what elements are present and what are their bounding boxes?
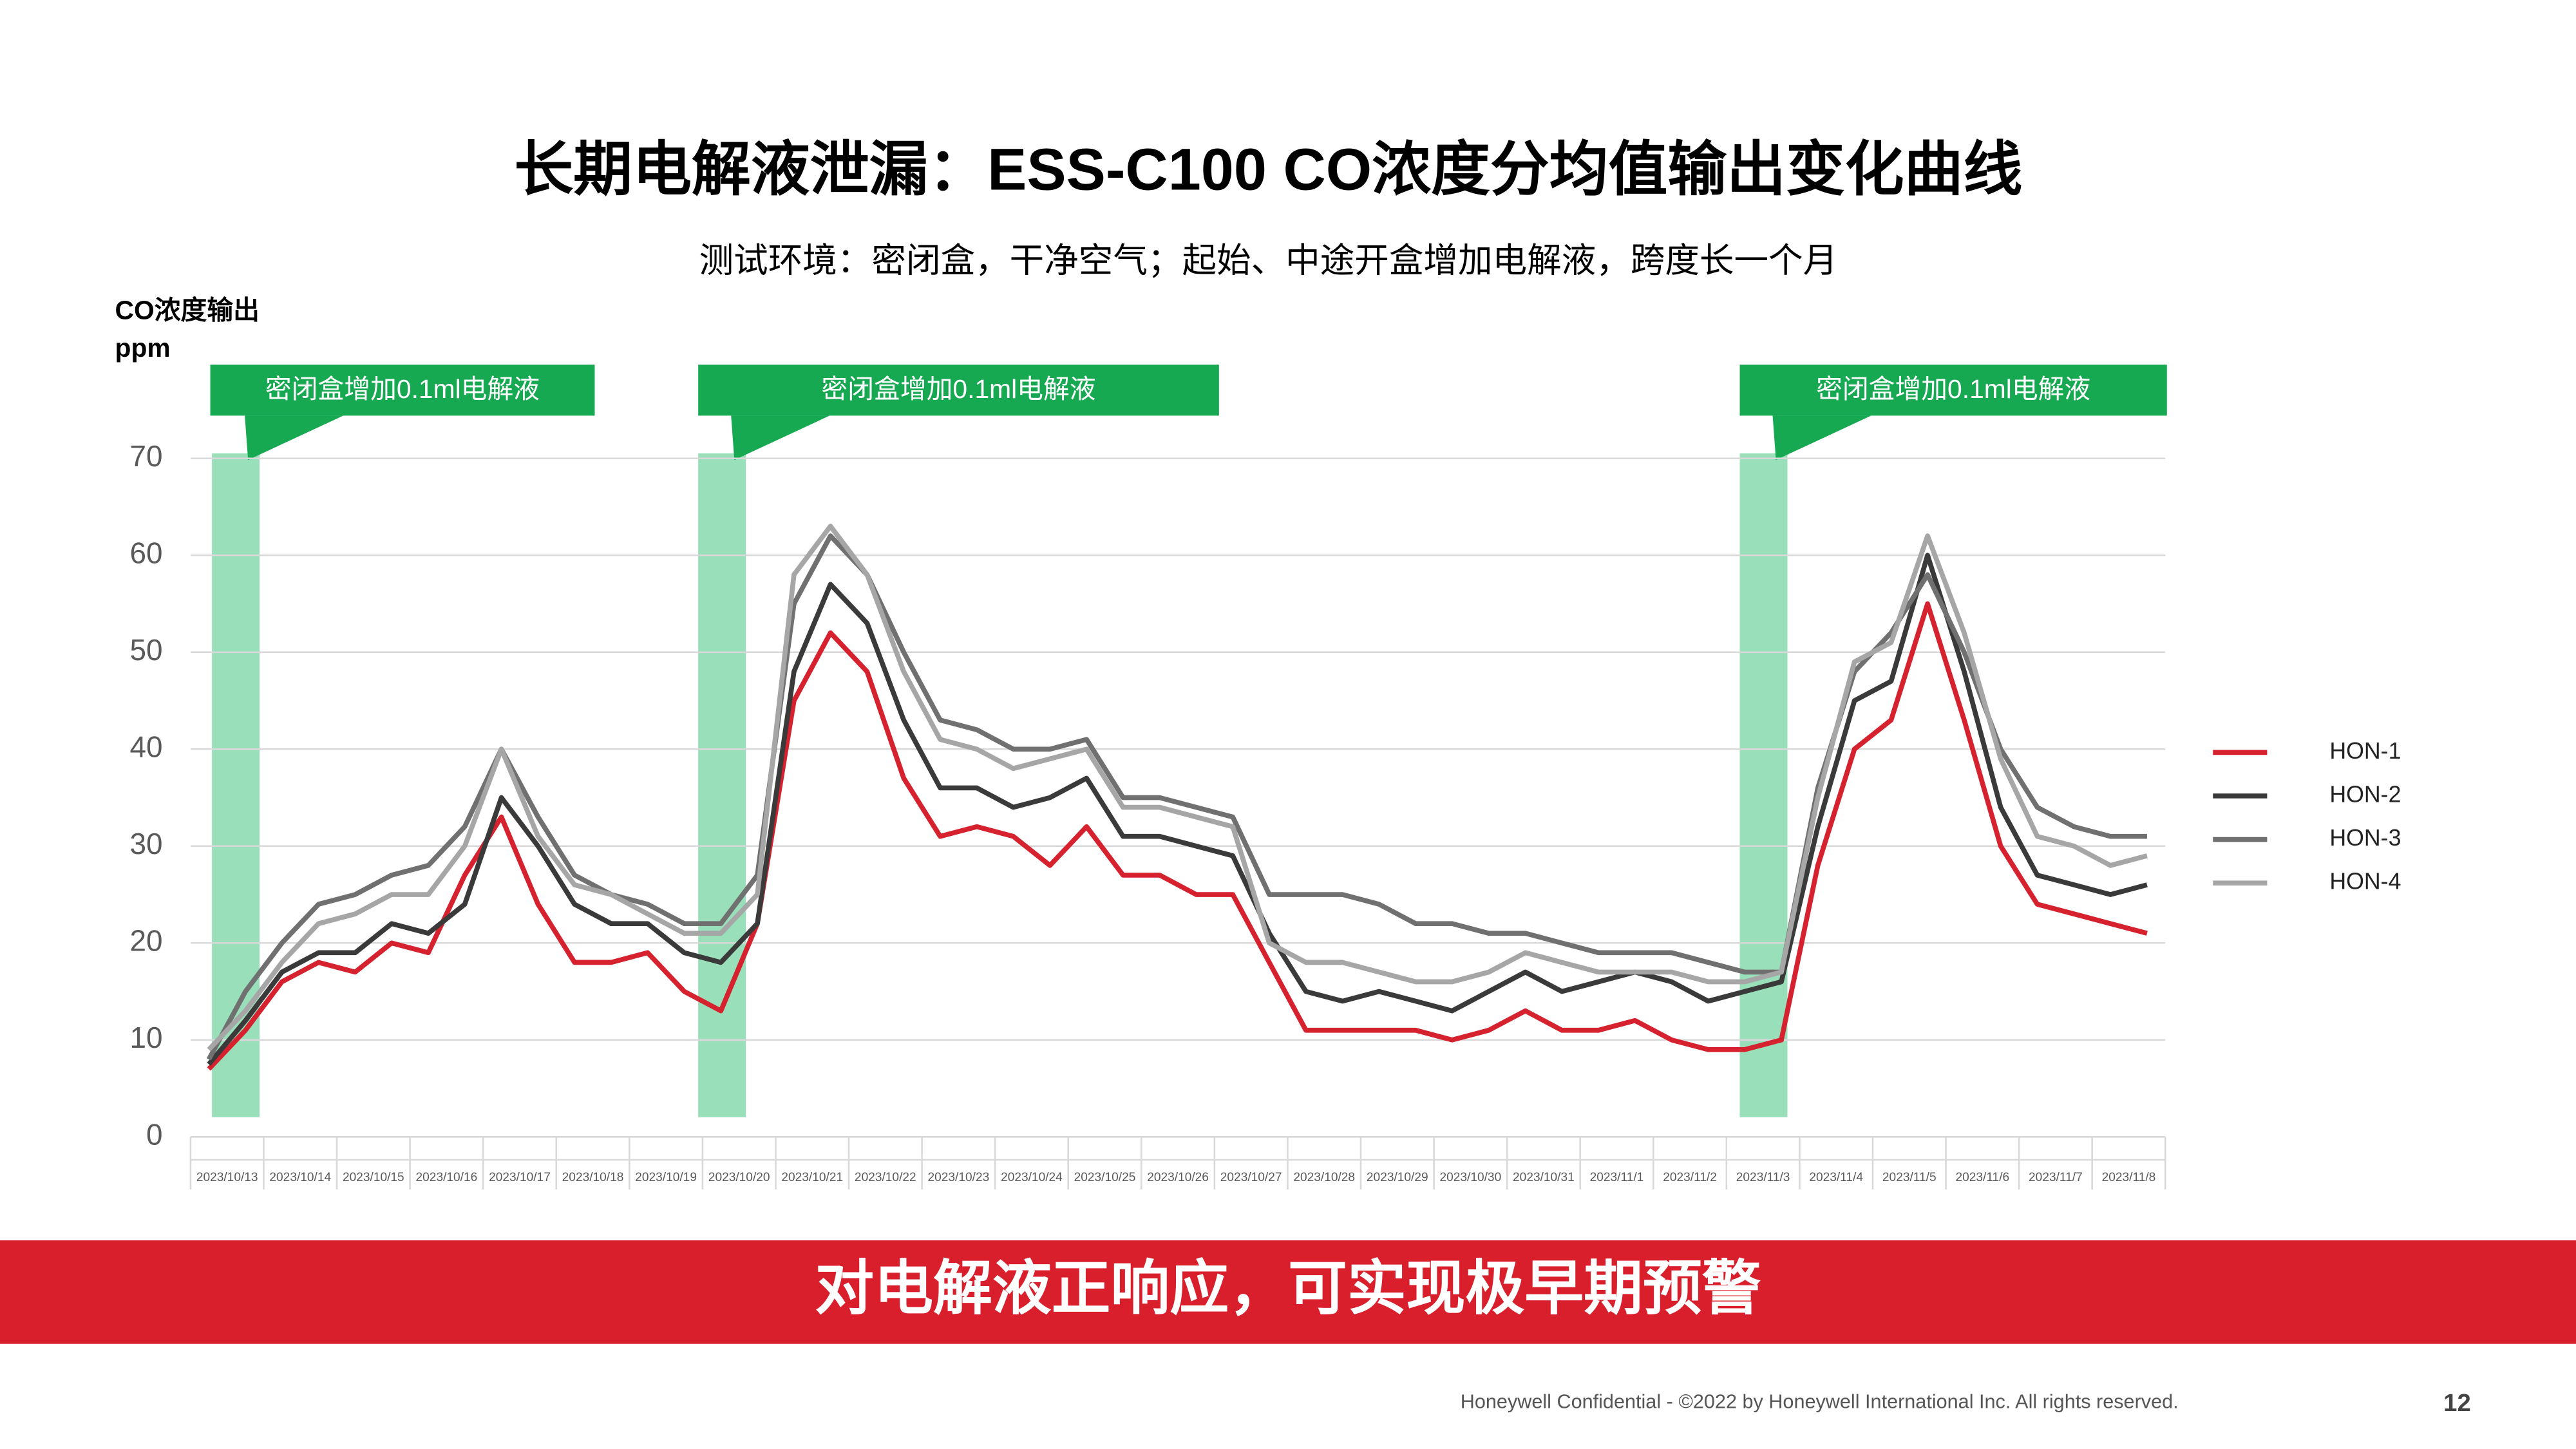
x-tick-label: 2023/11/8 [2102,1171,2156,1184]
y-tick-label: 40 [129,730,162,763]
x-tick-label: 2023/10/25 [1074,1171,1136,1184]
callout-tail [731,415,830,460]
x-tick-label: 2023/10/23 [928,1171,990,1184]
x-tick-label: 2023/10/14 [269,1171,331,1184]
x-tick-label: 2023/11/7 [2029,1171,2083,1184]
series-line [207,601,2148,1071]
page-number: 12 [2443,1389,2471,1417]
legend-label: HON-3 [2329,825,2401,851]
annotation-span [698,453,746,1117]
x-tick-label: 2023/10/19 [635,1171,697,1184]
y-tick-label: 60 [129,536,162,569]
callout-tail [1772,415,1871,460]
x-tick-label: 2023/11/4 [1809,1171,1863,1184]
legend-label: HON-1 [2329,738,2401,764]
x-tick-label: 2023/11/6 [1955,1171,2009,1184]
x-tick-label: 2023/10/30 [1439,1171,1501,1184]
callout-tail [245,415,344,460]
callout-text: 密闭盒增加0.1ml电解液 [1816,374,2090,404]
x-tick-label: 2023/10/15 [343,1171,404,1184]
callout-text: 密闭盒增加0.1ml电解液 [821,374,1095,404]
x-tick-label: 2023/11/5 [1882,1171,1937,1184]
x-tick-label: 2023/10/26 [1147,1171,1209,1184]
callout-box [698,365,1219,416]
y-tick-label: 30 [129,827,162,860]
x-tick-label: 2023/11/2 [1663,1171,1717,1184]
x-tick-label: 2023/10/18 [562,1171,624,1184]
y-axis-label: CO浓度输出 [115,295,260,325]
x-tick-label: 2023/10/27 [1220,1171,1282,1184]
y-tick-label: 10 [129,1021,162,1054]
plot: 密闭盒增加0.1ml电解液 密闭盒增加0.1ml电解液 密闭盒增加0.1ml电解液 0… [129,365,2401,1189]
x-tick-label: 2023/10/31 [1513,1171,1575,1184]
series-line [207,553,2148,1066]
y-tick-label: 70 [129,439,162,473]
callout-box [210,365,595,416]
x-tick-label: 2023/10/21 [781,1171,843,1184]
x-tick-label: 2023/10/16 [416,1171,478,1184]
y-axis-unit: ppm [115,333,171,363]
x-tick-label: 2023/10/29 [1367,1171,1428,1184]
y-tick-label: 50 [129,633,162,667]
x-tick-label: 2023/10/17 [489,1171,551,1184]
x-tick-label: 2023/10/22 [855,1171,916,1184]
y-tick-label: 0 [146,1117,163,1151]
y-tick-label: 20 [129,923,162,957]
x-tick-label: 2023/11/3 [1736,1171,1790,1184]
series-line [207,524,2148,1052]
footer: Honeywell Confidential - ©2022 by Honeyw… [1461,1391,2179,1413]
callout-text: 密闭盒增加0.1ml电解液 [265,374,540,404]
x-tick-label: 2023/10/24 [1001,1171,1063,1184]
title: 长期电解液泄漏：ESS-C100 CO浓度分均值输出变化曲线 [514,137,2022,203]
legend-label: HON-2 [2329,781,2401,807]
x-tick-label: 2023/10/20 [708,1171,770,1184]
callout-box [1739,365,2167,416]
subtitle: 测试环境：密闭盒，干净空气；起始、中途开盒增加电解液，跨度长一个月 [699,242,1838,279]
annotation-span [1739,453,1788,1117]
x-tick-label: 2023/10/28 [1293,1171,1355,1184]
banner-bar [0,1240,2576,1344]
x-tick-label: 2023/10/13 [196,1171,258,1184]
legend-label: HON-4 [2329,869,2401,895]
x-tick-label: 2023/11/1 [1590,1171,1644,1184]
banner-text: 对电解液正响应，可实现极早期预警 [815,1256,1761,1321]
